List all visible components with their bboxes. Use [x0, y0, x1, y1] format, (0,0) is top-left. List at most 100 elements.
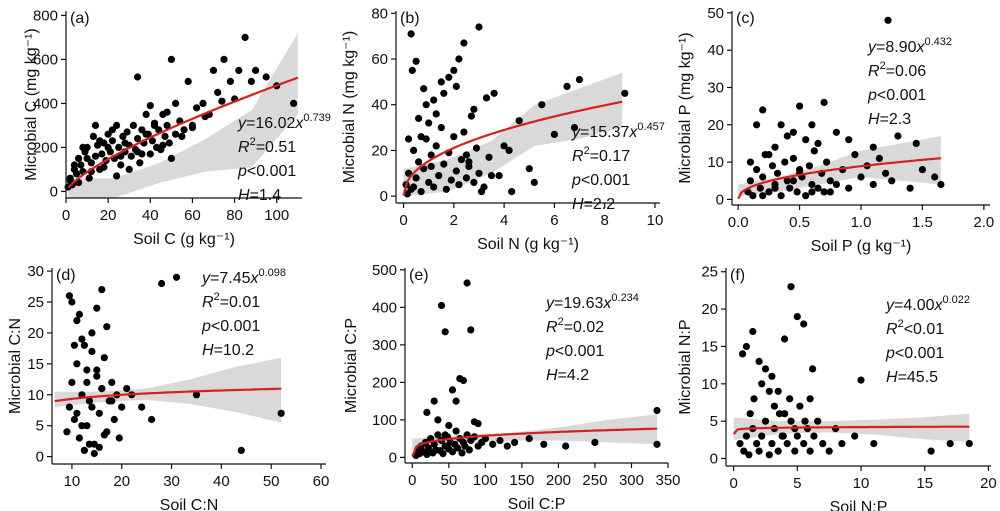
- fit-curve: [54, 387, 282, 403]
- data-point: [435, 172, 443, 180]
- data-point: [123, 385, 131, 393]
- x-axis-label: Soil C:P: [508, 496, 566, 511]
- data-point: [508, 188, 516, 196]
- data-point: [68, 298, 76, 306]
- data-point: [591, 438, 599, 446]
- y-tick-label: 25: [27, 294, 44, 311]
- data-point: [88, 403, 96, 411]
- data-point: [440, 89, 448, 97]
- data-point: [470, 105, 478, 113]
- data-point: [781, 335, 789, 343]
- data-point: [786, 395, 794, 403]
- x-tick-label: 350: [655, 472, 680, 489]
- y-tick-label: 5: [36, 418, 44, 435]
- x-tick-label: 4: [500, 212, 508, 229]
- data-point: [882, 169, 890, 177]
- data-point: [85, 174, 93, 182]
- data-point: [869, 180, 877, 189]
- data-point: [63, 428, 71, 436]
- y-axis-label: Microbial N (mg kg⁻¹): [341, 31, 358, 183]
- data-point: [65, 403, 73, 411]
- data-point: [765, 451, 773, 459]
- data-point: [460, 128, 468, 136]
- data-point: [450, 133, 458, 141]
- data-point: [814, 417, 822, 425]
- x-tick-label: 60: [184, 207, 201, 224]
- fit-equation: y=7.45x0.098: [201, 267, 286, 287]
- data-point: [134, 148, 142, 156]
- x-tick-label: 250: [582, 472, 607, 489]
- data-point: [91, 152, 100, 160]
- data-point: [448, 386, 457, 394]
- x-tick-label: 50: [263, 473, 280, 490]
- y-tick-label: 80: [371, 5, 388, 22]
- fit-curve: [402, 100, 623, 196]
- data-point: [750, 395, 758, 403]
- data-point: [808, 188, 816, 196]
- data-point: [742, 432, 751, 440]
- data-point: [163, 121, 171, 129]
- r-squared: R2=0.17: [572, 145, 630, 165]
- x-tick-label: 40: [213, 473, 230, 490]
- data-point: [146, 150, 154, 158]
- data-point: [218, 97, 226, 105]
- data-point: [800, 440, 808, 448]
- data-point: [894, 132, 902, 140]
- data-point: [575, 76, 584, 84]
- data-point: [490, 89, 498, 97]
- data-point: [777, 121, 785, 129]
- data-point: [98, 150, 106, 158]
- data-point: [927, 447, 935, 455]
- data-point: [80, 446, 88, 454]
- y-tick-label: 5: [710, 413, 718, 430]
- data-point: [789, 177, 798, 185]
- data-point: [832, 180, 841, 189]
- data-point: [452, 167, 460, 175]
- data-point: [814, 139, 822, 147]
- data-point: [765, 387, 773, 395]
- data-point: [226, 77, 234, 85]
- data-point: [786, 184, 794, 192]
- x-axis-label: Soil N:P: [830, 499, 888, 511]
- data-point: [906, 184, 914, 192]
- data-point: [100, 431, 108, 439]
- data-point: [441, 328, 449, 336]
- data-point: [452, 427, 460, 435]
- y-tick-label: 0: [710, 451, 718, 468]
- data-point: [192, 391, 201, 399]
- x-axis-label: Soil N (g kg⁻¹): [477, 236, 579, 253]
- y-tick-label: 400: [372, 299, 397, 316]
- data-point: [845, 184, 853, 192]
- panel-label: (c): [736, 10, 755, 27]
- data-point: [73, 317, 81, 325]
- data-point: [462, 174, 470, 182]
- data-point: [800, 320, 808, 328]
- data-point: [775, 410, 784, 418]
- x-tick-label: 0: [399, 212, 407, 229]
- data-point: [134, 135, 142, 143]
- y-tick-label: 20: [27, 325, 44, 342]
- data-point: [826, 177, 834, 185]
- y-tick-label: 0: [36, 449, 44, 466]
- data-point: [753, 166, 761, 174]
- data-point: [118, 403, 126, 411]
- data-point: [252, 66, 260, 74]
- data-point: [108, 126, 116, 134]
- y-axis-label: Microbial P (mg kg⁻¹): [677, 32, 694, 183]
- x-tick-label: 30: [163, 473, 180, 490]
- p-value: p<0.001: [867, 87, 926, 104]
- x-tick-label: 40: [142, 207, 159, 224]
- data-point: [167, 55, 175, 64]
- p-value: p<0.001: [237, 163, 296, 180]
- data-point: [455, 181, 463, 189]
- data-point: [184, 77, 192, 85]
- data-point: [73, 360, 81, 368]
- x-tick-label: 2: [450, 212, 458, 229]
- data-point: [447, 176, 455, 184]
- data-point: [487, 172, 496, 180]
- y-tick-label: 60: [371, 51, 388, 68]
- data-point: [450, 66, 458, 74]
- data-point: [437, 301, 446, 310]
- data-point: [456, 375, 464, 383]
- y-tick-label: 10: [707, 154, 724, 171]
